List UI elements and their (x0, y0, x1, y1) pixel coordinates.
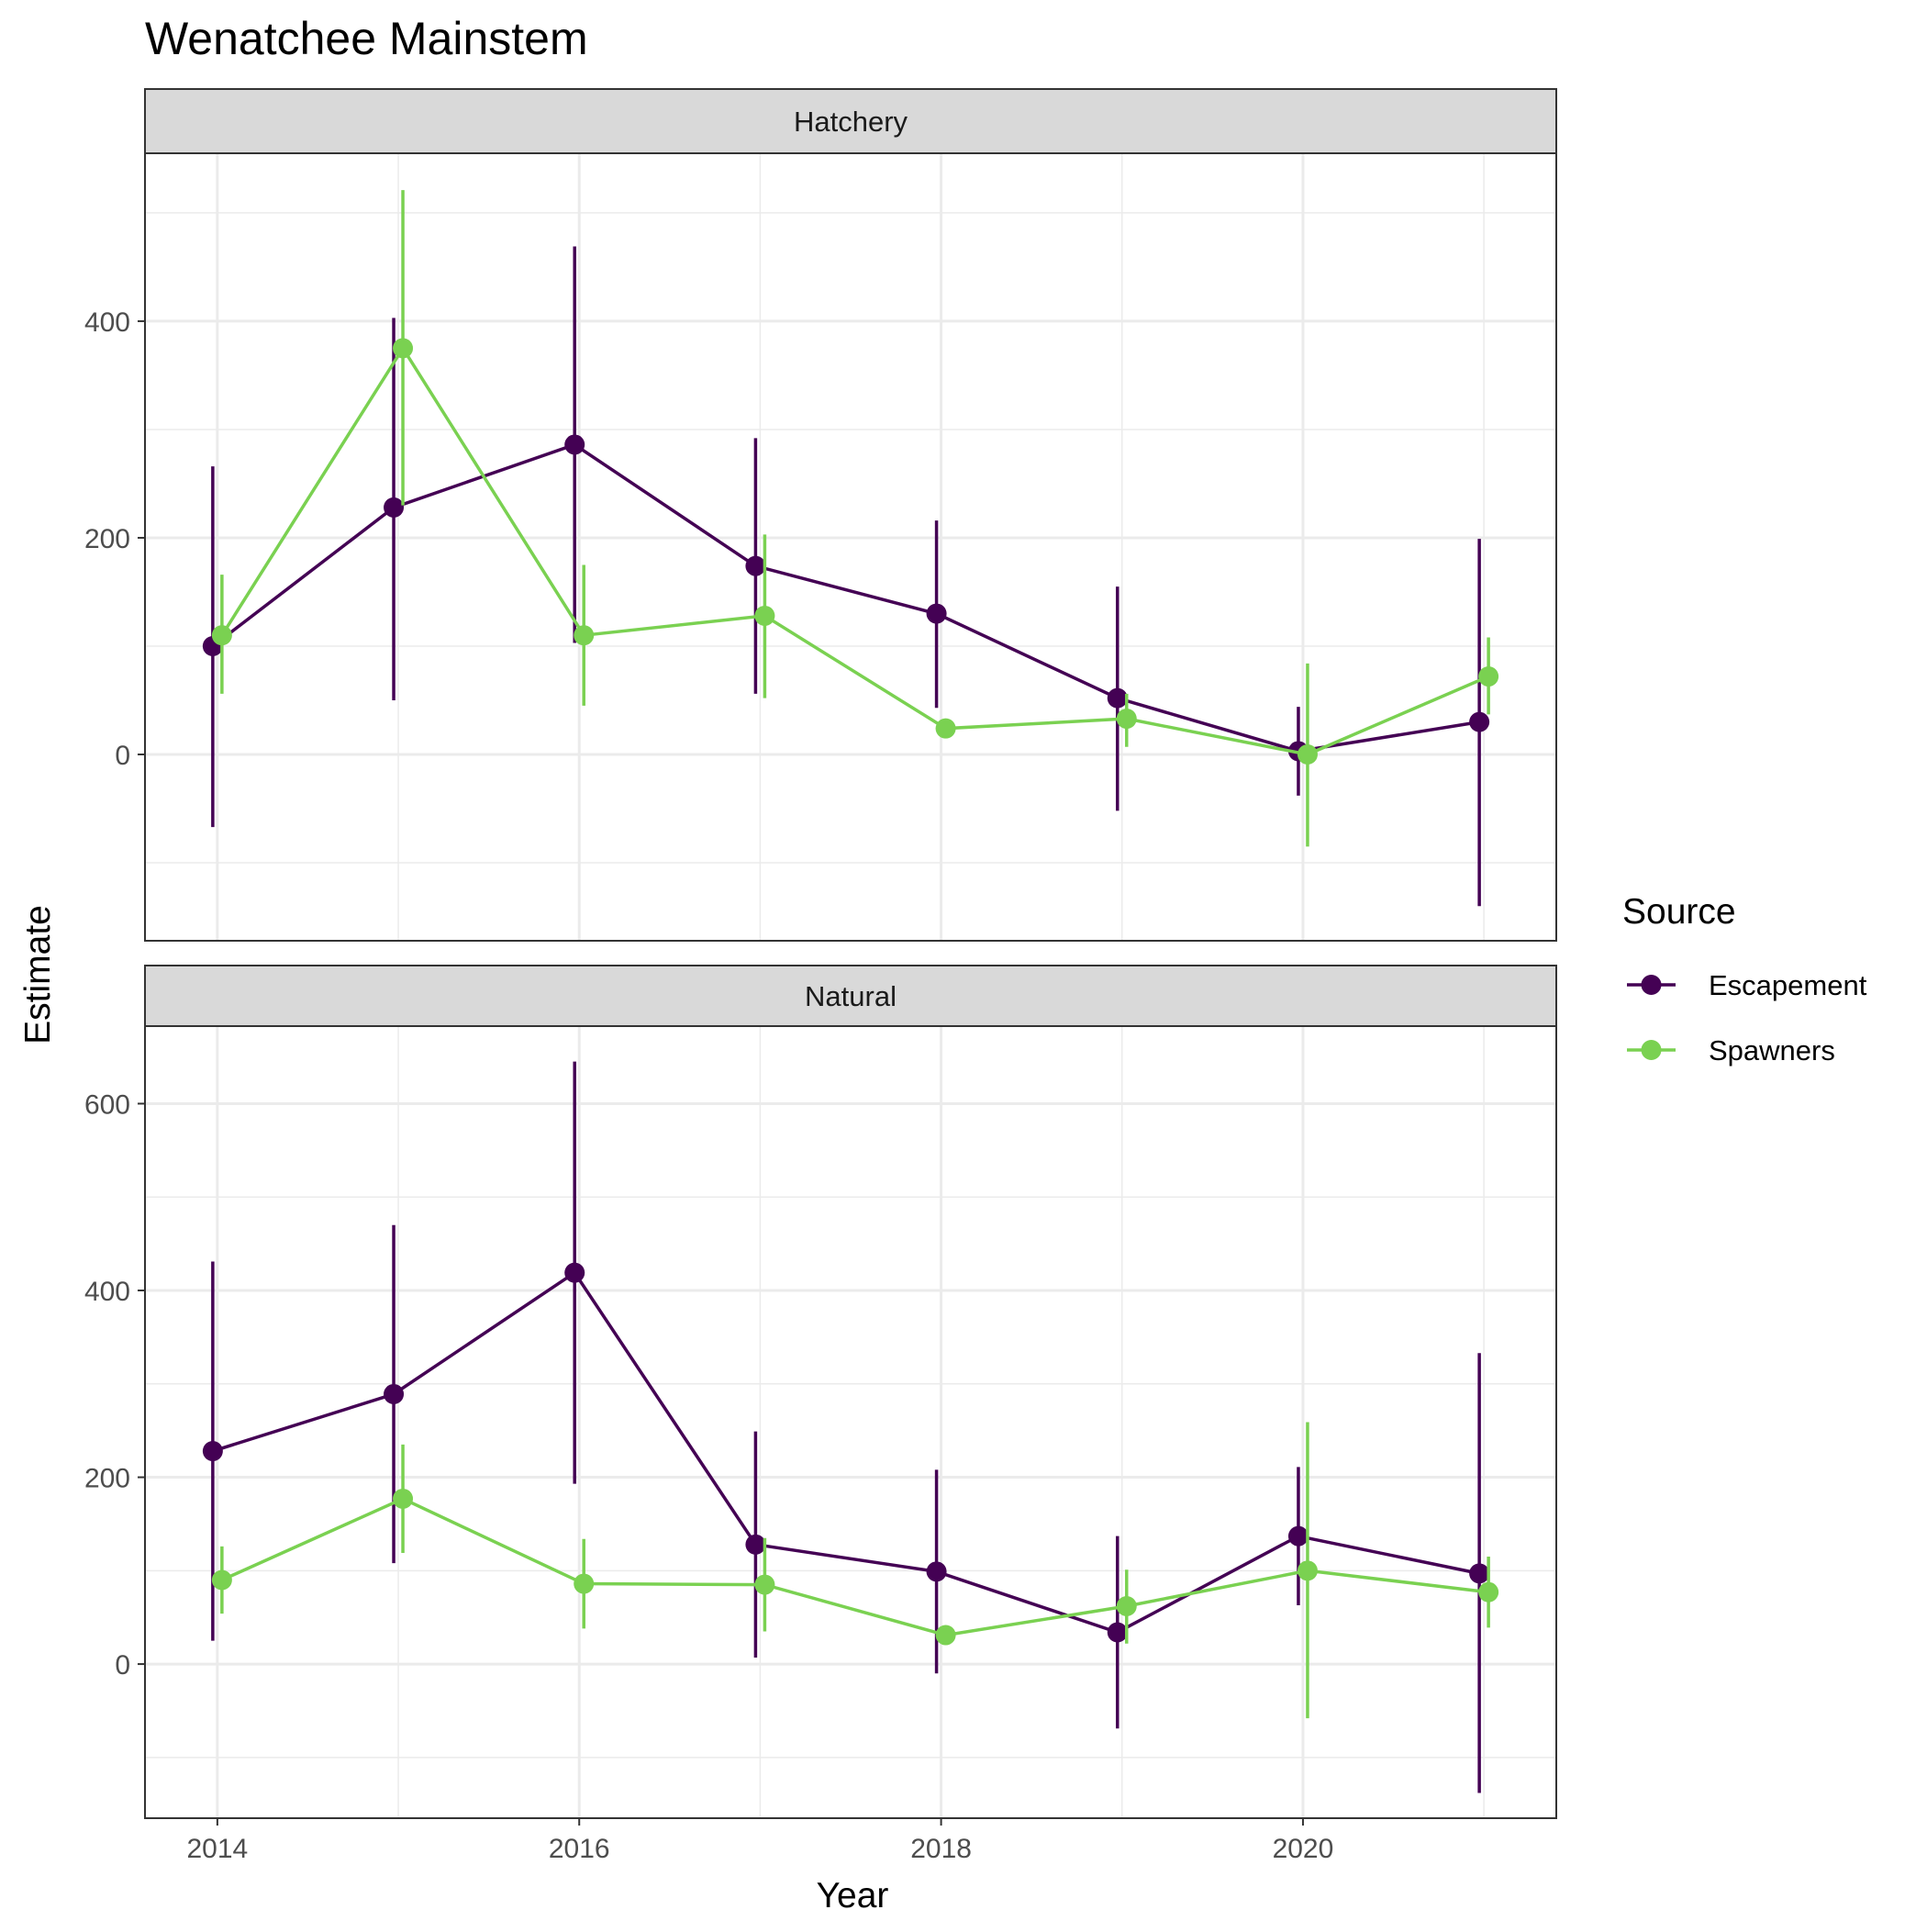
y-axis-natural: 0 200 400 600 (84, 1089, 145, 1681)
legend-title: Source (1622, 892, 1736, 932)
series-escapement (202, 246, 1490, 907)
legend-key-point (1641, 975, 1662, 995)
data-point (745, 1534, 766, 1555)
x-tick-label: 2020 (1273, 1834, 1334, 1864)
panel-background (145, 1026, 1556, 1818)
legend-key-point (1641, 1040, 1662, 1060)
facet-panels: 0 200 400 Hatchery 0 200 400 600 Natural (84, 88, 1557, 1819)
facet-strip (144, 88, 1557, 154)
x-axis: 2014 2016 2018 2020 (186, 1818, 1333, 1864)
data-point (1478, 666, 1499, 687)
series-line (220, 345, 1489, 756)
minor-gridlines (145, 153, 1556, 941)
data-point (564, 1262, 585, 1283)
series-spawners (211, 1422, 1499, 1719)
data-point (754, 1574, 775, 1595)
data-point (211, 625, 232, 646)
data-point (211, 1569, 232, 1591)
facet-strip-label: Natural (805, 980, 897, 1012)
data-point (1297, 744, 1318, 765)
chart-title: Wenatchee Mainstem (145, 13, 588, 64)
data-point (1287, 1525, 1309, 1547)
y-axis-title: Estimate (18, 905, 58, 1044)
y-tick-label: 400 (84, 1277, 130, 1307)
data-point (754, 605, 775, 626)
data-point (1469, 711, 1490, 732)
data-point (1116, 709, 1137, 730)
legend-label: Escapement (1709, 969, 1867, 1001)
legend-item-escapement: Escapement (1627, 969, 1867, 1001)
major-gridlines (145, 153, 1556, 941)
data-point (926, 1561, 947, 1582)
facet-strip (144, 965, 1557, 1027)
data-point (574, 625, 595, 646)
data-point (1116, 1595, 1137, 1616)
panel-background (145, 153, 1556, 941)
facet-strip-label: Hatchery (794, 106, 908, 138)
data-point (574, 1573, 595, 1594)
y-tick-label: 200 (84, 524, 130, 554)
data-point (1297, 1560, 1318, 1581)
series-line (211, 442, 1480, 754)
data-point (564, 434, 585, 455)
legend-item-spawners: Spawners (1627, 1034, 1835, 1067)
x-tick-label: 2018 (910, 1834, 972, 1864)
data-point (935, 718, 956, 739)
series-escapement (202, 1061, 1490, 1793)
data-point (1469, 1563, 1490, 1584)
data-point (384, 1383, 405, 1404)
y-tick-label: 0 (115, 741, 130, 771)
legend-label: Spawners (1709, 1034, 1835, 1067)
facet-panel-hatchery: 0 200 400 Hatchery (84, 88, 1557, 942)
data-point (384, 497, 405, 518)
series-line (221, 1497, 1489, 1637)
major-gridlines (145, 1026, 1556, 1818)
y-tick-label: 600 (84, 1089, 130, 1120)
data-point (745, 555, 766, 576)
series-line (212, 1270, 1480, 1635)
facet-panel-natural: 0 200 400 600 Natural (84, 965, 1557, 1819)
legend: Source Escapement Spawners (1622, 892, 1867, 1067)
data-point (1107, 1622, 1128, 1643)
y-tick-label: 0 (115, 1650, 130, 1681)
data-point (1107, 687, 1128, 709)
series-spawners (211, 190, 1499, 847)
data-point (393, 1488, 414, 1509)
x-tick-label: 2016 (549, 1834, 610, 1864)
y-axis-hatchery: 0 200 400 (84, 307, 145, 771)
y-tick-label: 200 (84, 1464, 130, 1494)
x-tick-label: 2014 (186, 1834, 248, 1864)
x-axis-title: Year (817, 1876, 889, 1915)
data-point (1478, 1581, 1499, 1603)
data-point (926, 603, 947, 624)
data-point (202, 1441, 223, 1462)
data-point (393, 338, 414, 359)
y-tick-label: 400 (84, 307, 130, 338)
data-point (935, 1625, 956, 1646)
